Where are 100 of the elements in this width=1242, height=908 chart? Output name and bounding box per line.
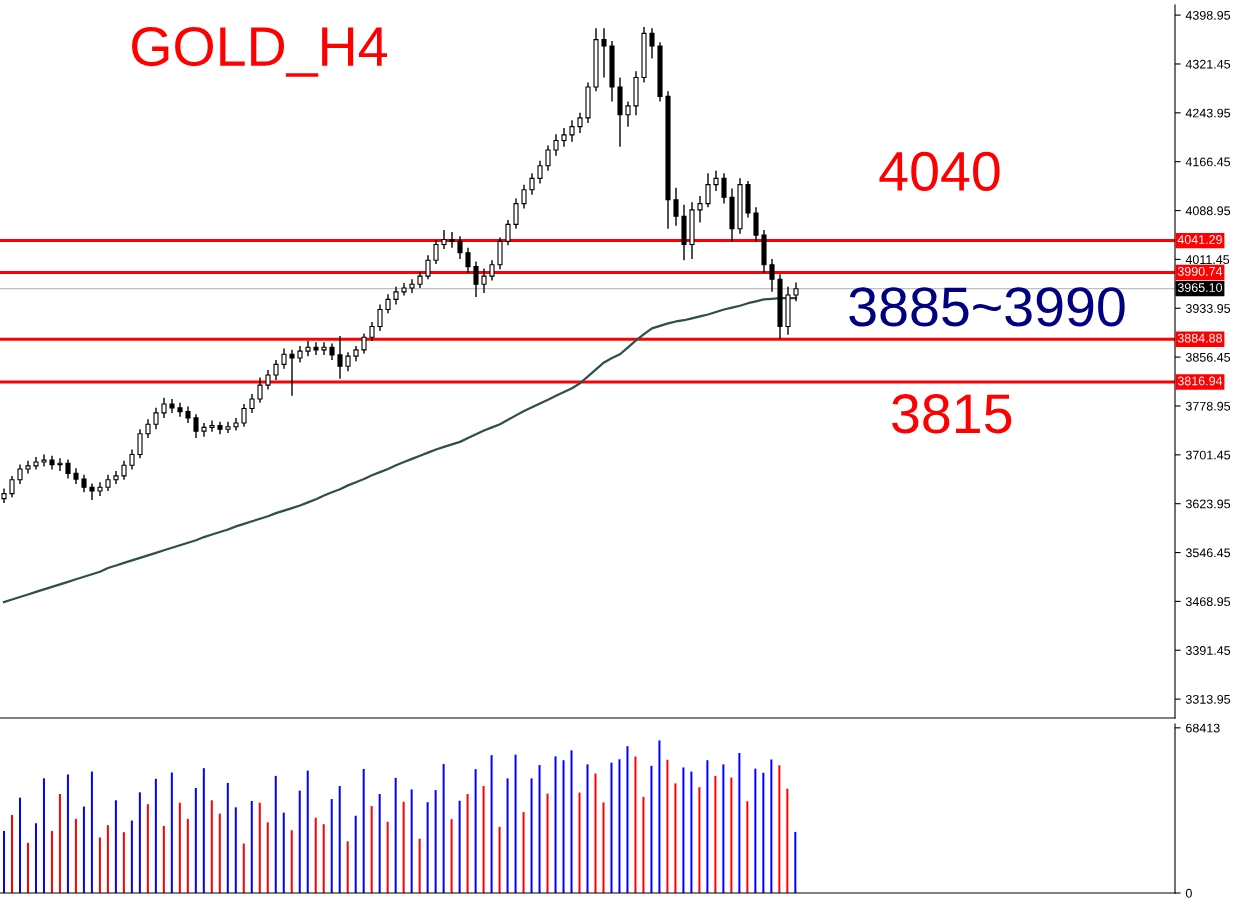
candlestick	[313, 341, 319, 356]
bar	[690, 771, 693, 893]
bar	[378, 794, 381, 893]
candlestick	[769, 258, 775, 293]
y-tick-label: 3701.45	[1185, 450, 1231, 460]
y-tick-label: 3468.95	[1185, 597, 1231, 607]
y-tick-label: 4398.95	[1185, 10, 1231, 20]
bar	[610, 762, 613, 893]
bar	[82, 806, 85, 893]
bar	[218, 813, 221, 893]
candlestick	[697, 195, 703, 224]
candlestick	[321, 341, 327, 356]
candlestick	[361, 332, 367, 355]
chart-title: GOLD_H4	[132, 26, 387, 77]
candlestick	[89, 482, 95, 501]
candlestick	[513, 197, 519, 230]
candlestick	[521, 183, 527, 210]
bar	[26, 842, 29, 893]
candlestick	[553, 133, 559, 157]
ref-line-label: 4041.29	[1177, 235, 1222, 244]
bar	[242, 843, 245, 893]
y-tick-label: 4166.45	[1185, 157, 1231, 167]
candlestick	[497, 236, 503, 270]
candlestick	[193, 413, 199, 439]
candlestick	[473, 260, 479, 298]
candlestick	[305, 340, 311, 357]
candlestick	[505, 219, 511, 246]
bar	[162, 825, 165, 893]
candlestick	[425, 254, 431, 280]
candlestick	[577, 112, 583, 134]
bar	[138, 792, 141, 893]
bar	[770, 759, 773, 893]
bar	[762, 772, 765, 893]
candlestick	[433, 239, 439, 265]
candlestick	[537, 160, 543, 185]
bar	[466, 794, 469, 893]
bar	[402, 801, 405, 893]
candlestick	[169, 398, 175, 414]
bar	[594, 773, 597, 893]
bar	[114, 800, 117, 893]
bar	[570, 750, 573, 893]
bar	[634, 756, 637, 893]
candlestick	[337, 335, 343, 380]
candlestick	[721, 172, 727, 205]
bar	[626, 746, 629, 893]
candlestick	[793, 281, 799, 302]
y-tick-label: 3623.95	[1185, 499, 1231, 509]
candlestick	[481, 267, 487, 294]
candlestick	[49, 455, 55, 471]
bar	[682, 767, 685, 893]
candlestick	[273, 359, 279, 381]
bar	[362, 768, 365, 893]
bar	[266, 822, 269, 893]
y-tick-label: 0	[1185, 888, 1192, 898]
bar	[786, 788, 789, 893]
bar	[706, 760, 709, 893]
y-tick-label: 4321.45	[1185, 59, 1231, 69]
candlestick	[9, 475, 15, 499]
candlestick	[545, 144, 551, 172]
candlestick	[345, 351, 351, 372]
bar	[666, 759, 669, 893]
bar	[66, 774, 69, 893]
candlestick	[713, 170, 719, 192]
bar	[458, 800, 461, 893]
bar	[258, 802, 261, 893]
candlestick	[601, 27, 607, 79]
line-series	[2, 297, 798, 604]
candlestick	[257, 376, 263, 404]
candlestick	[57, 457, 63, 472]
bar	[290, 830, 293, 893]
bar	[370, 806, 373, 893]
bar	[306, 770, 309, 893]
bar	[602, 802, 605, 893]
candlestick	[241, 403, 247, 428]
candlestick	[65, 458, 71, 480]
bar	[658, 740, 661, 893]
bar	[226, 782, 229, 893]
candlestick	[145, 418, 151, 439]
bar	[58, 794, 61, 893]
bar	[338, 786, 341, 893]
bar	[418, 838, 421, 893]
bar	[34, 823, 37, 893]
bar	[282, 812, 285, 893]
candlestick	[281, 347, 287, 370]
candlestick	[161, 397, 167, 419]
bar	[386, 821, 389, 893]
bar	[314, 817, 317, 893]
bar	[754, 768, 757, 893]
candlestick	[449, 231, 455, 249]
candlestick	[17, 463, 23, 485]
bar	[106, 825, 109, 893]
y-tick-label: 4243.95	[1185, 108, 1231, 118]
candlestick	[97, 481, 103, 497]
bar	[546, 793, 549, 893]
candlestick	[409, 278, 415, 294]
bar	[178, 802, 181, 893]
bar	[42, 778, 45, 893]
candlestick	[289, 349, 295, 397]
text: 3815	[892, 394, 1012, 434]
bar	[530, 778, 533, 893]
